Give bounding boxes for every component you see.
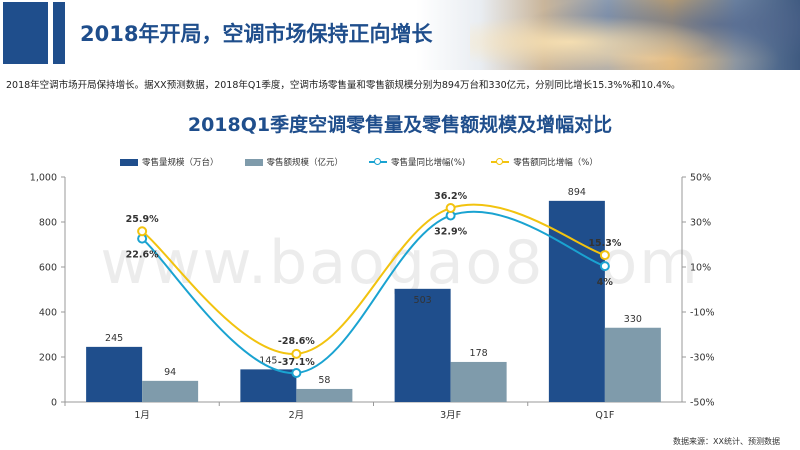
page-title: 2018年开局，空调市场保持正向增长	[80, 22, 433, 46]
line-point	[291, 367, 302, 378]
bar-amount	[142, 380, 199, 402]
line-volume-growth	[141, 210, 606, 374]
legend-label-volume-growth: 零售量同比增幅(%)	[391, 158, 466, 168]
line-data-label: 4%	[597, 277, 614, 288]
y-left-tick-label: 200	[39, 353, 57, 364]
y-right-tick-label: 10%	[690, 263, 711, 274]
bar-data-label: 145	[259, 355, 277, 366]
y-left-tick-label: 800	[39, 218, 57, 229]
bar-amount	[450, 361, 507, 402]
legend-item-amount-growth: 零售额同比增幅（%）	[491, 156, 598, 168]
legend-label-volume: 零售量规模（万台）	[142, 158, 219, 168]
y-left-tick-label: 400	[39, 308, 57, 319]
bar-amount	[604, 327, 661, 402]
legend-swatch-volume	[120, 158, 138, 166]
x-tick-label: Q1F	[595, 410, 614, 421]
bar-data-label: 894	[568, 187, 586, 198]
header-accent-block	[3, 2, 48, 64]
legend-item-amount: 零售额规模（亿元）	[244, 156, 344, 168]
bar-data-label: 178	[470, 348, 488, 359]
chart-legend: 零售量规模（万台） 零售额规模（亿元） 零售量同比增幅(%) 零售额同比增幅（%…	[120, 156, 598, 168]
y-right-tick-label: 30%	[690, 218, 711, 229]
y-right-tick-label: 50%	[690, 173, 711, 184]
header-banner	[0, 0, 800, 70]
line-data-label: 25.9%	[126, 214, 159, 225]
line-data-label: 15.3%	[588, 238, 621, 249]
y-right-tick-label: -10%	[690, 308, 715, 319]
bar-volume	[86, 346, 143, 402]
chart-title: 2018Q1季度空调零售量及零售额规模及增幅对比	[187, 114, 613, 136]
intro-text: 2018年空调市场开局保持增长。据XX预测数据，2018年Q1季度，空调市场零售…	[6, 80, 681, 91]
y-right-tick-label: -30%	[690, 353, 715, 364]
bar-data-label: 503	[414, 295, 432, 306]
bar-data-label: 58	[318, 375, 330, 386]
legend-swatch-amount	[244, 158, 263, 166]
line-point	[291, 348, 302, 359]
line-point	[599, 261, 610, 272]
legend-swatch-amount-growth	[491, 158, 510, 166]
line-point	[445, 203, 456, 214]
data-source-note: 数据来源：XX统计、预测数据	[673, 437, 780, 446]
x-tick-label: 3月F	[440, 410, 461, 421]
bar-volume	[240, 369, 297, 402]
legend-label-amount-growth: 零售额同比增幅（%）	[513, 158, 598, 168]
legend-label-amount: 零售额规模（亿元）	[266, 158, 344, 168]
line-data-label: 22.6%	[126, 250, 159, 261]
bar-data-label: 245	[105, 333, 123, 344]
legend-item-volume: 零售量规模（万台）	[120, 156, 219, 168]
line-data-label: 32.9%	[434, 226, 467, 237]
y-right-tick-label: -50%	[690, 398, 715, 409]
bar-data-label: 94	[164, 367, 176, 378]
y-left-tick-label: 600	[39, 263, 57, 274]
legend-swatch-volume-growth	[369, 158, 388, 166]
x-tick-label: 2月	[289, 410, 305, 421]
x-tick-label: 1月	[134, 410, 150, 421]
header-accent-stripe	[53, 2, 65, 64]
legend-item-volume-growth: 零售量同比增幅(%)	[369, 156, 465, 168]
bar-data-label: 330	[624, 314, 642, 325]
line-amount-growth	[141, 203, 606, 355]
bar-volume	[394, 288, 451, 402]
bar-volume	[548, 200, 605, 402]
line-data-label: -28.6%	[278, 336, 315, 347]
bar-amount	[296, 388, 353, 402]
line-data-label: -37.1%	[278, 357, 315, 368]
line-data-label: 36.2%	[434, 191, 467, 202]
line-point	[137, 226, 148, 237]
y-left-tick-label: 1,000	[30, 173, 57, 184]
header-sky-image	[470, 0, 800, 70]
y-left-tick-label: 0	[51, 398, 57, 409]
line-point	[599, 250, 610, 261]
